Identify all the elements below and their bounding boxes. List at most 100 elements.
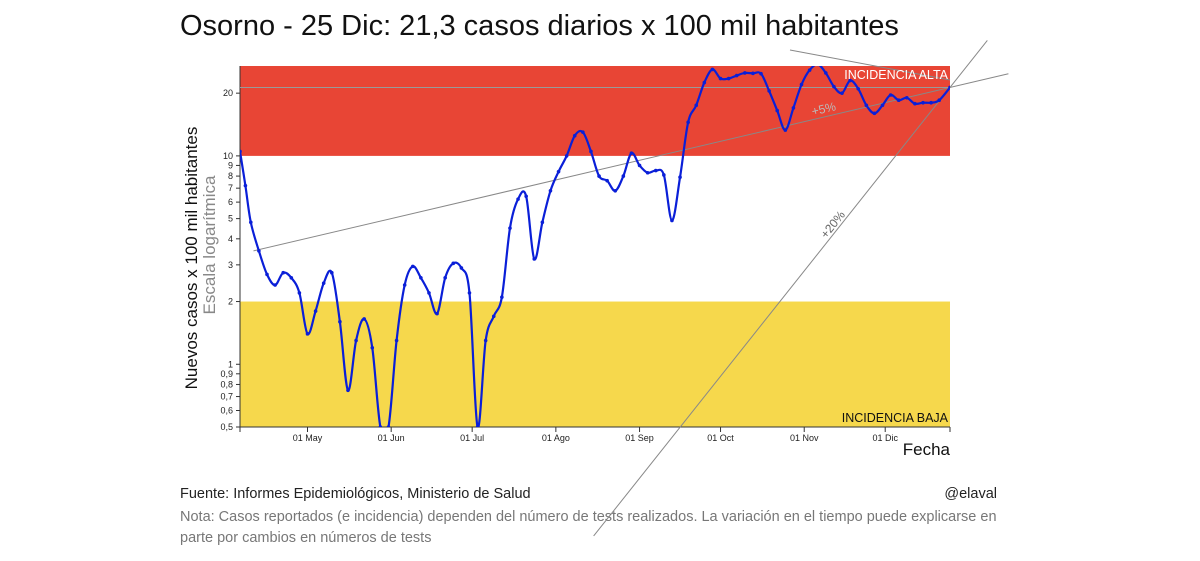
- y-tick-label: 7: [228, 183, 233, 193]
- data-point: [435, 311, 439, 316]
- band-low-label: INCIDENCIA BAJA: [842, 411, 949, 425]
- trend-label: +5%: [810, 99, 837, 118]
- data-point: [305, 332, 310, 336]
- source-text: Fuente: Informes Epidemiológicos, Minist…: [180, 486, 531, 502]
- data-point: [775, 108, 780, 113]
- data-point: [726, 76, 731, 81]
- data-point: [548, 188, 553, 193]
- data-point: [817, 66, 819, 67]
- x-tick-label: 01 Jun: [378, 433, 405, 443]
- series-group: [240, 66, 950, 427]
- data-point: [799, 82, 804, 87]
- x-tick-label: 01 Ago: [542, 433, 570, 443]
- data-point: [467, 291, 472, 295]
- data-point: [694, 103, 699, 108]
- data-point: [451, 261, 456, 266]
- x-tick-label: 01 Dic: [872, 433, 898, 443]
- data-point: [589, 149, 593, 154]
- data-point: [354, 338, 358, 343]
- y-tick-label: 6: [228, 197, 233, 207]
- data-point: [670, 218, 674, 223]
- trend-label: +20%: [818, 208, 848, 241]
- y-tick-label: 8: [228, 171, 233, 181]
- data-point: [791, 106, 796, 110]
- data-point: [710, 67, 715, 72]
- data-point: [265, 272, 269, 277]
- y-tick-label: 3: [228, 260, 233, 270]
- data-point: [386, 425, 391, 427]
- data-point: [848, 78, 852, 83]
- data-point: [718, 76, 723, 81]
- y-tick-label: 9: [228, 160, 233, 170]
- y-tick-label: 5: [228, 214, 233, 224]
- data-point: [824, 71, 828, 75]
- data-point: [613, 188, 618, 193]
- data-point: [370, 345, 375, 350]
- data-point: [459, 266, 464, 270]
- data-point: [257, 249, 261, 253]
- data-point: [508, 226, 512, 230]
- y-tick-label: 0,5: [220, 422, 233, 432]
- data-point: [394, 338, 399, 343]
- pointer-line: [789, 49, 951, 81]
- data-point: [937, 98, 942, 103]
- data-point: [864, 103, 869, 108]
- data-point: [637, 163, 642, 168]
- data-point: [491, 314, 496, 319]
- data-point: [313, 309, 318, 313]
- data-point: [524, 194, 528, 199]
- chart-title: Osorno - 25 Dic: 21,3 casos diarios x 10…: [180, 10, 899, 42]
- trend-line: [253, 73, 1009, 252]
- data-point: [856, 86, 861, 91]
- data-point: [913, 101, 917, 106]
- author-handle: @elaval: [944, 486, 997, 502]
- data-point: [921, 100, 925, 105]
- data-point: [443, 275, 447, 280]
- data-point: [905, 96, 909, 100]
- y-tick-label: 2: [228, 297, 233, 307]
- data-point: [540, 220, 545, 225]
- data-point: [678, 175, 682, 180]
- data-point: [427, 291, 431, 295]
- data-point: [240, 149, 242, 154]
- data-point: [362, 317, 366, 321]
- data-point: [289, 275, 294, 280]
- y-tick-label: 1: [228, 359, 233, 369]
- y-tick-label: 10: [223, 151, 233, 161]
- data-point: [759, 71, 763, 76]
- data-point: [597, 174, 601, 178]
- note-text: Nota: Casos reportados (e incidencia) de…: [180, 509, 997, 546]
- data-point: [572, 133, 577, 138]
- data-point: [948, 85, 950, 90]
- y-tick-label: 20: [223, 88, 233, 98]
- x-tick-label: 01 Sep: [625, 433, 654, 443]
- data-point: [872, 111, 877, 116]
- y-tick-label: 0,8: [220, 379, 233, 389]
- data-point: [783, 128, 788, 132]
- y-tick-label: 0,9: [220, 369, 233, 379]
- data-point: [929, 100, 933, 105]
- data-point: [378, 425, 383, 427]
- data-point: [556, 169, 561, 174]
- data-point: [653, 168, 658, 173]
- data-point: [880, 103, 885, 108]
- data-point: [832, 84, 836, 89]
- data-point: [629, 151, 634, 156]
- data-point: [273, 283, 277, 287]
- data-point: [329, 270, 334, 275]
- data-point: [645, 170, 650, 175]
- data-point: [751, 71, 755, 76]
- y-tick-label: 0,7: [220, 392, 233, 402]
- data-point: [338, 319, 342, 324]
- data-point: [581, 130, 585, 134]
- data-point: [243, 183, 248, 188]
- data-point: [807, 68, 812, 72]
- data-point: [475, 425, 480, 427]
- data-point: [532, 257, 537, 261]
- y-tick-label: 0,6: [220, 406, 233, 416]
- data-point: [500, 295, 504, 299]
- data-point: [662, 173, 666, 177]
- data-point: [767, 89, 771, 93]
- trend-line: [593, 40, 988, 537]
